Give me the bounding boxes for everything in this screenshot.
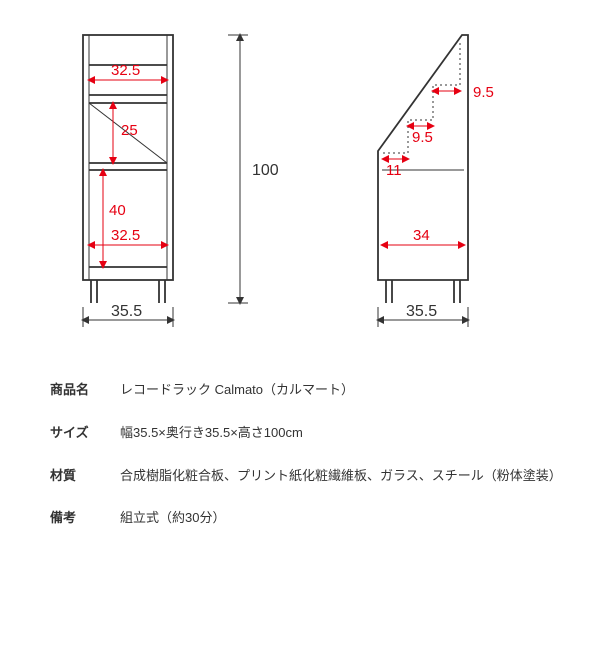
technical-drawings: 32.5 25 40 32.5 35.5 [35, 30, 565, 340]
spec-value: 合成樹脂化粧合板、プリント紙化粧繊維板、ガラス、スチール（粉体塗装） [120, 466, 565, 487]
spec-value: レコードラック Calmato（カルマート） [120, 380, 565, 401]
dim-step3: 9.5 [473, 84, 494, 101]
spec-row-material: 材質 合成樹脂化粧合板、プリント紙化粧繊維板、ガラス、スチール（粉体塗装） [50, 466, 565, 487]
product-spec-sheet: 32.5 25 40 32.5 35.5 [0, 0, 600, 581]
dim-upper-open: 25 [121, 122, 138, 139]
dim-height: 100 [252, 162, 279, 179]
spec-row-size: サイズ 幅35.5×奥行き35.5×高さ100cm [50, 423, 565, 444]
side-view-drawing: 11 9.5 9.5 34 35.5 [348, 30, 548, 340]
dim-shelf-width-bottom: 32.5 [111, 227, 140, 244]
dim-side-depth: 35.5 [406, 303, 437, 320]
dim-step2: 9.5 [412, 129, 433, 146]
front-view-drawing: 32.5 25 40 32.5 35.5 [53, 30, 313, 340]
dim-shelf-width-top: 32.5 [111, 62, 140, 79]
spec-label: 材質 [50, 466, 120, 487]
dim-step1: 11 [386, 162, 402, 179]
dim-front-width: 35.5 [111, 303, 142, 320]
spec-row-name: 商品名 レコードラック Calmato（カルマート） [50, 380, 565, 401]
spec-label: サイズ [50, 423, 120, 444]
dim-inner-depth: 34 [413, 227, 430, 244]
spec-row-note: 備考 組立式（約30分） [50, 508, 565, 529]
dim-lower-open: 40 [109, 202, 126, 219]
spec-value: 幅35.5×奥行き35.5×高さ100cm [120, 423, 565, 444]
spec-value: 組立式（約30分） [120, 508, 565, 529]
spec-table: 商品名 レコードラック Calmato（カルマート） サイズ 幅35.5×奥行き… [35, 380, 565, 529]
spec-label: 備考 [50, 508, 120, 529]
spec-label: 商品名 [50, 380, 120, 401]
